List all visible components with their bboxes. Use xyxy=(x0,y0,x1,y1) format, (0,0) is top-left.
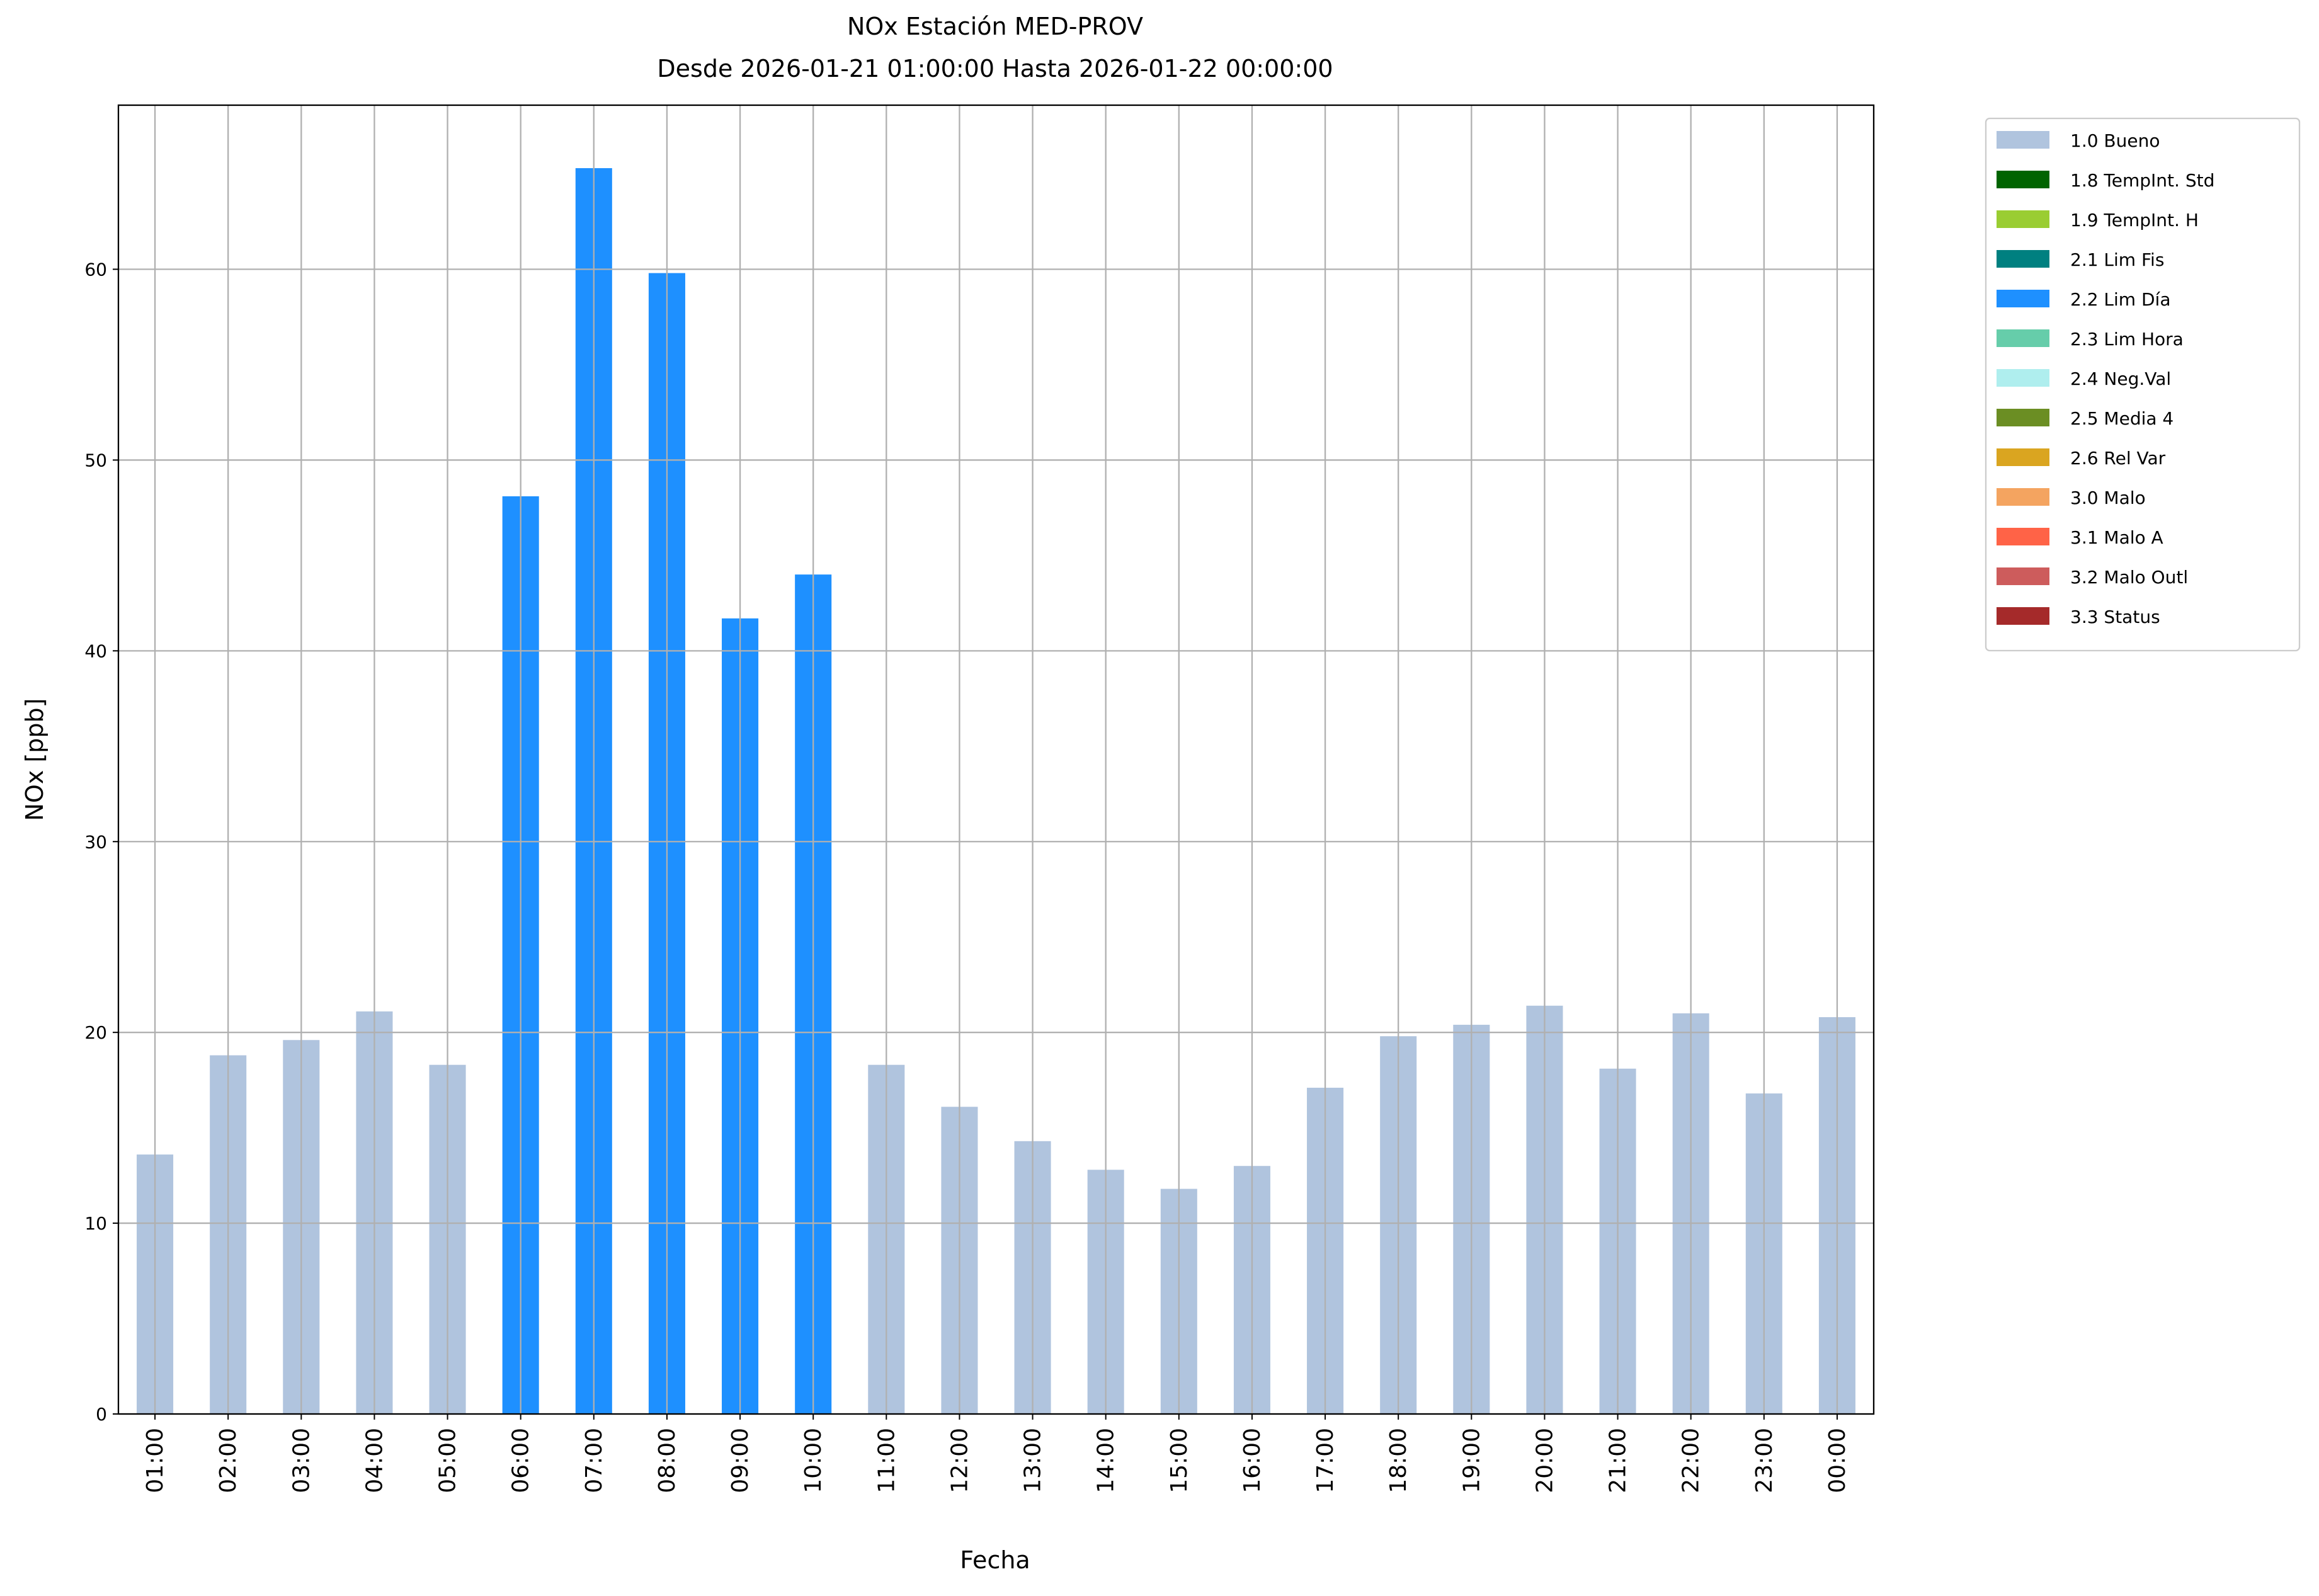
x-tick-label: 03:00 xyxy=(288,1428,314,1493)
legend-swatch xyxy=(1997,448,2049,466)
y-tick-label: 20 xyxy=(84,1022,107,1043)
legend-swatch xyxy=(1997,409,2049,426)
x-tick-label: 01:00 xyxy=(142,1428,168,1493)
legend-label: 3.3 Status xyxy=(2070,607,2160,627)
legend-label: 3.1 Malo A xyxy=(2070,527,2163,548)
x-tick-label: 13:00 xyxy=(1020,1428,1046,1493)
x-tick-label: 00:00 xyxy=(1825,1428,1850,1493)
y-tick-label: 30 xyxy=(84,831,107,852)
x-tick-label: 14:00 xyxy=(1093,1428,1119,1493)
legend-box xyxy=(1985,117,2301,652)
legend: 1.0 Bueno 1.8 TempInt. Std 1.9 TempInt. H 2… xyxy=(1985,117,2301,652)
y-tick-label: 0 xyxy=(96,1404,107,1425)
legend-swatch xyxy=(1997,528,2049,545)
legend-swatch xyxy=(1997,369,2049,387)
legend-label: 1.9 TempInt. H xyxy=(2070,210,2199,231)
legend-label: 1.8 TempInt. Std xyxy=(2070,170,2214,191)
y-tick-label: 60 xyxy=(84,259,107,280)
x-tick-label: 10:00 xyxy=(801,1428,826,1493)
y-tick-label: 10 xyxy=(84,1213,107,1234)
x-tick-label: 11:00 xyxy=(874,1428,899,1493)
legend-swatch xyxy=(1997,171,2049,188)
bars xyxy=(137,168,1855,1415)
x-tick-label: 22:00 xyxy=(1678,1428,1704,1493)
x-tick-label: 06:00 xyxy=(508,1428,534,1493)
chart-title: NOx Estación MED-PROV xyxy=(847,13,1143,40)
x-tick-label: 18:00 xyxy=(1386,1428,1411,1493)
y-axis-label: NOx [ppb] xyxy=(21,698,48,821)
x-tick-label: 05:00 xyxy=(435,1428,461,1493)
y-tick-label: 40 xyxy=(84,641,107,661)
chart-subtitle: Desde 2026-01-21 01:00:00 Hasta 2026-01-… xyxy=(657,55,1333,83)
plot-frame xyxy=(117,104,1875,1415)
legend-swatch xyxy=(1997,607,2049,625)
legend-label: 2.5 Media 4 xyxy=(2070,408,2174,429)
x-tick-label: 02:00 xyxy=(215,1428,241,1493)
x-tick-label: 15:00 xyxy=(1166,1428,1192,1493)
x-tick-label: 04:00 xyxy=(362,1428,387,1493)
legend-swatch xyxy=(1997,567,2049,585)
legend-swatch xyxy=(1997,290,2049,307)
y-tick-label: 50 xyxy=(84,450,107,470)
legend-label: 2.6 Rel Var xyxy=(2070,448,2166,469)
legend-label: 2.1 Lim Fis xyxy=(2070,249,2164,270)
x-tick-label: 07:00 xyxy=(581,1428,607,1493)
legend-swatch xyxy=(1997,488,2049,506)
legend-label: 2.4 Neg.Val xyxy=(2070,368,2171,389)
legend-swatch xyxy=(1997,250,2049,268)
x-tick-label: 17:00 xyxy=(1313,1428,1338,1493)
legend-label: 3.0 Malo xyxy=(2070,487,2146,508)
x-tick-label: 12:00 xyxy=(947,1428,972,1493)
legend-label: 2.3 Lim Hora xyxy=(2070,329,2184,350)
x-tick-label: 21:00 xyxy=(1605,1428,1631,1493)
legend-swatch xyxy=(1997,131,2049,149)
legend-swatch xyxy=(1997,210,2049,228)
x-axis-label: Fecha xyxy=(960,1546,1030,1574)
x-tick-label: 19:00 xyxy=(1459,1428,1484,1493)
x-tick-label: 16:00 xyxy=(1239,1428,1265,1493)
x-tick-label: 20:00 xyxy=(1532,1428,1558,1493)
legend-swatch xyxy=(1997,329,2049,347)
x-tick-label: 09:00 xyxy=(727,1428,753,1493)
legend-label: 1.0 Bueno xyxy=(2070,130,2160,151)
legend-label: 3.2 Malo Outl xyxy=(2070,567,2188,588)
legend-label: 2.2 Lim Día xyxy=(2070,289,2170,310)
x-tick-label: 23:00 xyxy=(1752,1428,1777,1493)
x-tick-label: 08:00 xyxy=(654,1428,680,1493)
